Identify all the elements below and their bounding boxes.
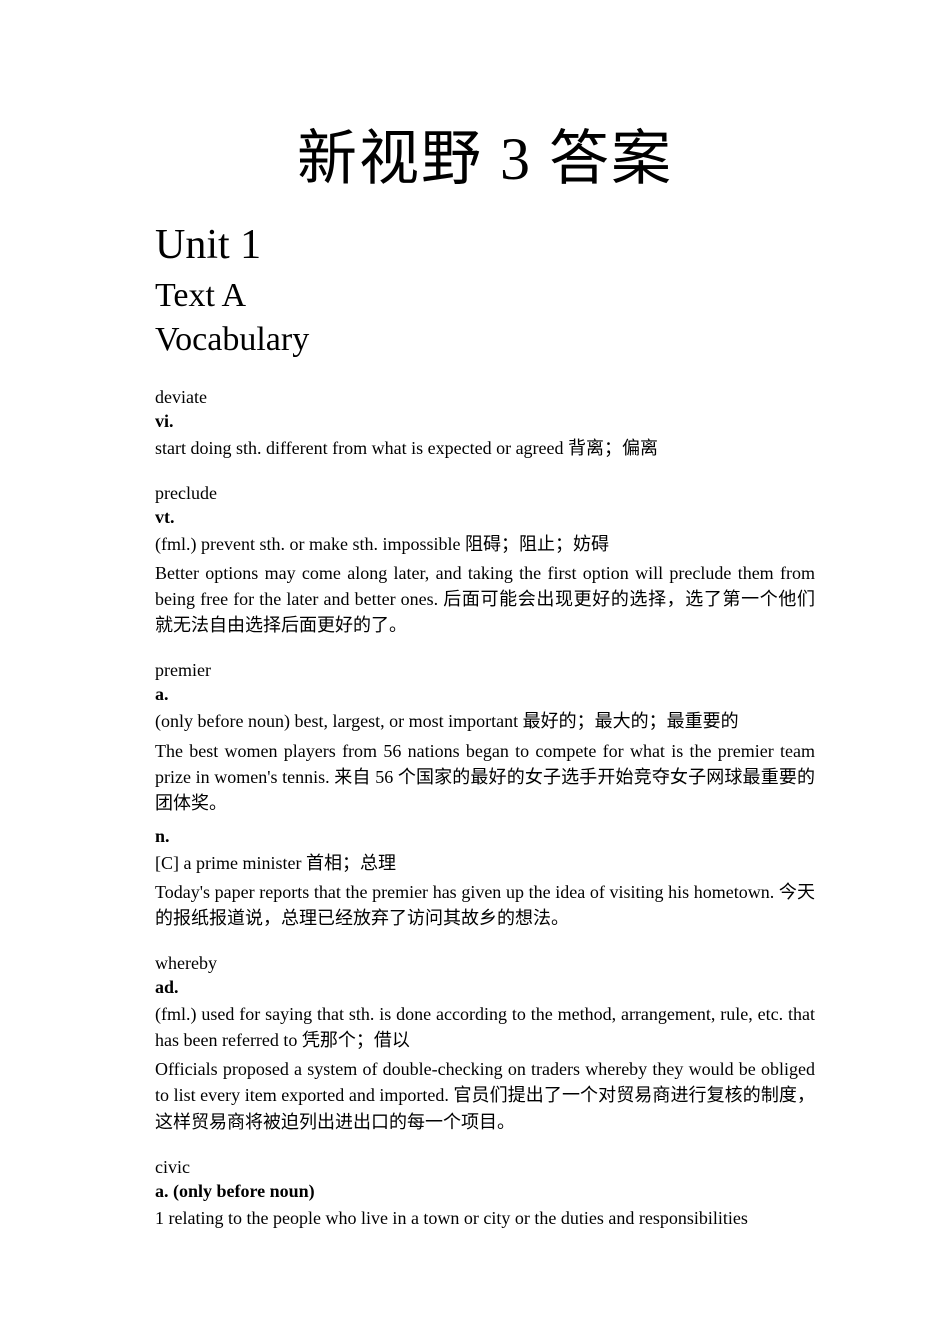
part-of-speech: vi. (155, 411, 815, 432)
definition-text: (fml.) used for saying that sth. is done… (155, 1001, 815, 1053)
example-sentence: Today's paper reports that the premier h… (155, 879, 815, 931)
vocabulary-entry: deviate vi. start doing sth. different f… (155, 387, 815, 461)
entry-block: n. [C] a prime minister 首相；总理 Today's pa… (155, 826, 815, 931)
word-headword: whereby (155, 953, 815, 974)
example-sentence: Officials proposed a system of double-ch… (155, 1056, 815, 1134)
part-of-speech: n. (155, 826, 815, 847)
part-of-speech: ad. (155, 977, 815, 998)
word-headword: premier (155, 660, 815, 681)
definition-text: (only before noun) best, largest, or mos… (155, 708, 815, 734)
text-label: Text A (155, 277, 815, 315)
part-of-speech: vt. (155, 507, 815, 528)
definition-text: (fml.) prevent sth. or make sth. impossi… (155, 531, 815, 557)
entry-block: a. (only before noun) 1 relating to the … (155, 1181, 815, 1231)
unit-title: Unit 1 (155, 221, 815, 269)
entry-block: ad. (fml.) used for saying that sth. is … (155, 977, 815, 1134)
vocabulary-entry: whereby ad. (fml.) used for saying that … (155, 953, 815, 1134)
entry-block: vi. start doing sth. different from what… (155, 411, 815, 461)
part-of-speech: a. (only before noun) (155, 1181, 815, 1202)
vocabulary-entry: preclude vt. (fml.) prevent sth. or make… (155, 483, 815, 638)
vocabulary-entry: premier a. (only before noun) best, larg… (155, 660, 815, 931)
word-headword: civic (155, 1157, 815, 1178)
definition-text: start doing sth. different from what is … (155, 435, 815, 461)
main-title: 新视野 3 答案 (155, 110, 815, 197)
vocabulary-label: Vocabulary (155, 321, 815, 359)
example-sentence: Better options may come along later, and… (155, 560, 815, 638)
part-of-speech: a. (155, 684, 815, 705)
example-sentence: The best women players from 56 nations b… (155, 738, 815, 816)
definition-text: [C] a prime minister 首相；总理 (155, 850, 815, 876)
word-headword: deviate (155, 387, 815, 408)
word-headword: preclude (155, 483, 815, 504)
definition-text: 1 relating to the people who live in a t… (155, 1205, 815, 1231)
entry-block: a. (only before noun) best, largest, or … (155, 684, 815, 815)
entry-block: vt. (fml.) prevent sth. or make sth. imp… (155, 507, 815, 638)
vocabulary-entry: civic a. (only before noun) 1 relating t… (155, 1157, 815, 1231)
